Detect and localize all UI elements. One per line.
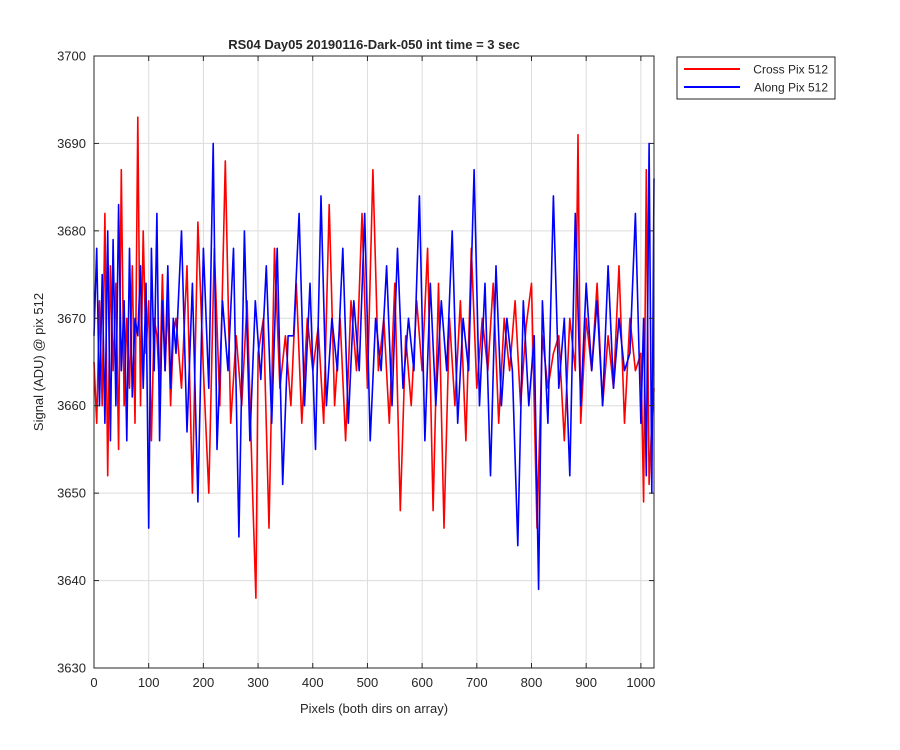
y-tick-label: 3630: [57, 661, 86, 676]
x-tick-label: 600: [411, 675, 433, 690]
x-tick-label: 700: [466, 675, 488, 690]
x-tick-label: 300: [247, 675, 269, 690]
series-line-along-pix: [93, 142, 655, 591]
y-axis-label: Signal (ADU) @ pix 512: [31, 293, 46, 431]
legend-box: [676, 56, 836, 100]
x-tick-label: 400: [302, 675, 324, 690]
y-tick-label: 3670: [57, 311, 86, 326]
y-tick-label: 3640: [57, 573, 86, 588]
legend: Cross Pix 512 Along Pix 512: [676, 56, 836, 100]
series-layer: [93, 116, 655, 599]
x-tick-label: 500: [357, 675, 379, 690]
y-tick-label: 3680: [57, 223, 86, 238]
y-tick-label: 3690: [57, 136, 86, 151]
x-tick-label: 100: [138, 675, 160, 690]
x-tick-label: 900: [575, 675, 597, 690]
y-tick-label: 3650: [57, 486, 86, 501]
x-tick-label: 0: [90, 675, 97, 690]
legend-label-cross-pix: Cross Pix 512: [753, 63, 828, 77]
axis-ticks: 0 100 200 300 400 500 600 700 800 900 1000 3630 3640…: [57, 49, 655, 691]
x-tick-label: 1000: [626, 675, 655, 690]
chart-title: RS04 Day05 20190116-Dark-050 int time = …: [228, 37, 520, 52]
x-axis-label: Pixels (both dirs on array): [300, 701, 448, 716]
x-tick-label: 800: [521, 675, 543, 690]
y-tick-label: 3660: [57, 398, 86, 413]
y-tick-label: 3700: [57, 49, 86, 64]
legend-label-along-pix: Along Pix 512: [754, 81, 828, 95]
plot-frame: [93, 55, 655, 669]
x-tick-label: 200: [193, 675, 215, 690]
